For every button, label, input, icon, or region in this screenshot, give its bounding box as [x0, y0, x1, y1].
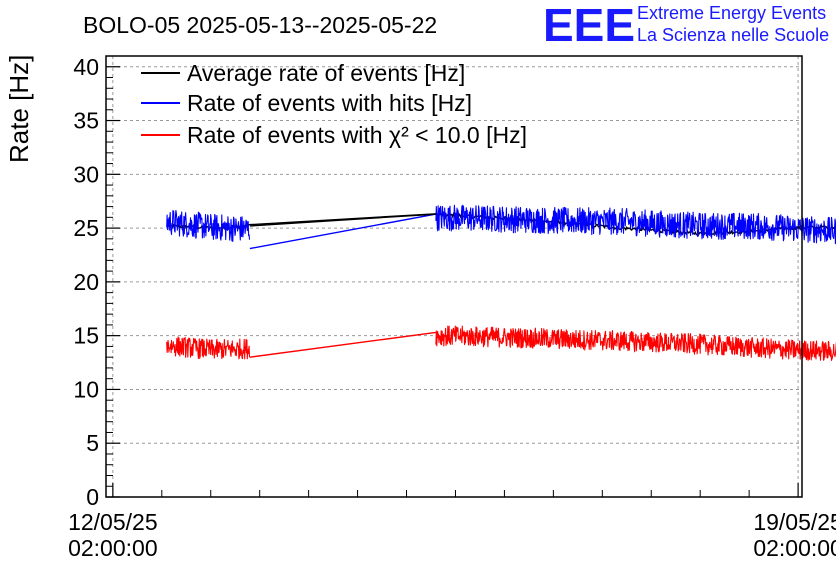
- eee-logo: EEE Extreme Energy Events La Scienza nel…: [543, 0, 829, 51]
- x-tick-time: 02:00:00: [68, 535, 158, 561]
- series-line: [166, 336, 251, 360]
- y-tick-label: 40: [73, 54, 99, 80]
- series-line: [435, 204, 836, 245]
- chart-title: BOLO-05 2025-05-13--2025-05-22: [83, 12, 437, 38]
- x-tick-date: 12/05/25: [68, 509, 158, 535]
- y-axis: 0 5 10 15 20 25 30 35 40: [73, 54, 120, 510]
- y-tick-label: 0: [86, 484, 99, 510]
- logo-line-1: Extreme Energy Events: [637, 3, 826, 23]
- plot-area: [166, 204, 836, 361]
- logo-line-2: La Scienza nelle Scuole: [637, 25, 829, 45]
- legend-label-1: Rate of events with hits [Hz]: [187, 90, 472, 116]
- series-line: [435, 325, 836, 361]
- y-tick-label: 15: [73, 323, 99, 349]
- series-line: [166, 209, 251, 242]
- legend-label-0: Average rate of events [Hz]: [187, 60, 465, 86]
- y-tick-label: 30: [73, 161, 99, 187]
- y-tick-label: 20: [73, 269, 99, 295]
- series-2: [166, 325, 836, 361]
- logo-mark: EEE: [543, 0, 635, 51]
- plot-frame: [105, 55, 803, 498]
- y-axis-title: Rate [Hz]: [4, 55, 34, 163]
- series-1: [166, 204, 836, 250]
- y-tick-label: 5: [86, 430, 99, 456]
- gap-connector: [249, 331, 436, 358]
- y-tick-label: 25: [73, 215, 99, 241]
- legend-label-2: Rate of events with χ² < 10.0 [Hz]: [187, 122, 527, 148]
- x-tick-time: 02:00:00: [753, 535, 836, 561]
- x-tick-date: 19/05/25: [753, 509, 836, 535]
- gap-connector: [249, 213, 437, 250]
- y-tick-label: 35: [73, 108, 99, 134]
- grid-lines: [106, 56, 802, 497]
- y-tick-label: 10: [73, 376, 99, 402]
- average-gap-connector: [249, 213, 436, 227]
- legend: Average rate of events [Hz] Rate of event…: [141, 60, 527, 148]
